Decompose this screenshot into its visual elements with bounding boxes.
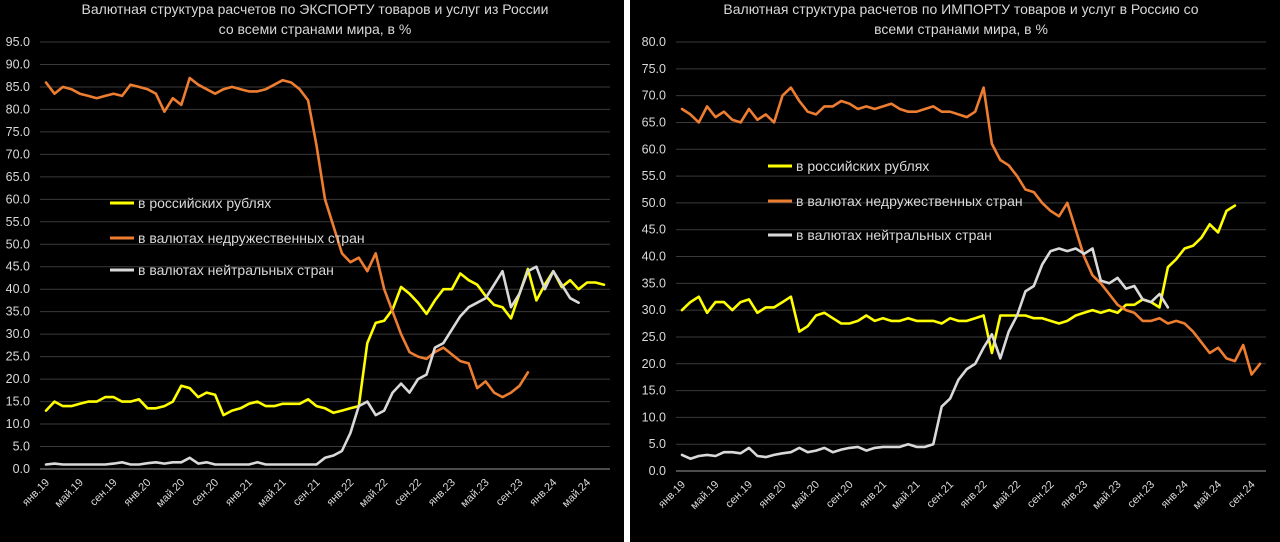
y-tick-label: 60.0: [6, 192, 30, 206]
x-tick-label: янв.23: [426, 477, 458, 509]
y-tick-label: 35.0: [6, 305, 30, 319]
y-tick-label: 25.0: [642, 330, 666, 344]
series-line: [680, 247, 1170, 461]
legend-label: в российских рублях: [138, 195, 271, 211]
x-tick-label: май.23: [1090, 479, 1123, 512]
panel-divider: [624, 0, 630, 542]
legend-label: в валютах нейтральных стран: [138, 262, 334, 278]
x-tick-label: янв.19: [656, 479, 688, 511]
y-tick-label: 35.0: [642, 276, 666, 290]
x-tick-label: май.20: [789, 479, 822, 512]
x-tick-label: янв.20: [122, 477, 154, 509]
export-chart: Валютная структура расчетов по ЭКСПОРТУ …: [6, 1, 610, 510]
y-tick-label: 0.0: [649, 464, 666, 478]
x-tick-label: янв.21: [857, 479, 889, 511]
y-tick-label: 15.0: [642, 384, 666, 398]
y-tick-label: 5.0: [649, 437, 666, 451]
y-tick-label: 60.0: [642, 142, 666, 156]
x-tick-label: сен.24: [1226, 479, 1258, 511]
y-tick-label: 15.0: [6, 395, 30, 409]
y-tick-label: 65.0: [642, 115, 666, 129]
x-tick-label: янв.24: [1159, 479, 1191, 511]
x-tick-label: сен.21: [924, 479, 956, 511]
x-tick-label: май.24: [560, 477, 593, 510]
x-tick-label: май.21: [256, 477, 289, 510]
x-tick-label: янв.24: [527, 477, 559, 509]
x-tick-label: сен.19: [88, 477, 120, 509]
x-tick-label: янв.20: [757, 479, 789, 511]
y-tick-label: 0.0: [13, 462, 30, 476]
x-tick-label: сен.20: [189, 477, 221, 509]
legend-label: в валютах недружественных стран: [138, 230, 365, 246]
y-tick-label: 70.0: [6, 147, 30, 161]
series-line: [44, 265, 580, 466]
y-tick-label: 10.0: [642, 410, 666, 424]
x-tick-label: сен.20: [824, 479, 856, 511]
series-line: [680, 86, 1262, 376]
chart-title-line: Валютная структура расчетов по ЭКСПОРТУ …: [82, 1, 549, 17]
x-tick-label: янв.23: [1058, 479, 1090, 511]
y-tick-label: 45.0: [6, 260, 30, 274]
chart-title-line: со всеми странами мира, в %: [219, 21, 412, 37]
y-tick-label: 20.0: [6, 372, 30, 386]
x-tick-label: май.22: [990, 479, 1023, 512]
y-tick-label: 50.0: [6, 237, 30, 251]
y-tick-label: 50.0: [642, 196, 666, 210]
x-tick-label: май.23: [458, 477, 491, 510]
x-tick-label: май.20: [154, 477, 187, 510]
x-tick-label: май.24: [1191, 479, 1224, 512]
y-tick-label: 20.0: [642, 357, 666, 371]
y-tick-label: 70.0: [642, 89, 666, 103]
y-tick-label: 80.0: [642, 35, 666, 49]
y-tick-label: 85.0: [6, 80, 30, 94]
import-chart: Валютная структура расчетов по ИМПОРТУ т…: [642, 1, 1266, 512]
x-tick-label: май.22: [357, 477, 390, 510]
chart-title-line: Валютная структура расчетов по ИМПОРТУ т…: [723, 1, 1198, 17]
x-tick-label: сен.19: [723, 479, 755, 511]
y-tick-label: 75.0: [6, 125, 30, 139]
y-tick-label: 55.0: [6, 215, 30, 229]
y-tick-label: 10.0: [6, 417, 30, 431]
x-tick-label: янв.21: [223, 477, 255, 509]
x-tick-label: май.21: [889, 479, 922, 512]
chart-title-line: всеми странами мира, в %: [874, 21, 1048, 37]
export-chart-panel: Валютная структура расчетов по ЭКСПОРТУ …: [0, 0, 624, 542]
x-tick-label: сен.22: [392, 477, 424, 509]
import-chart-panel: Валютная структура расчетов по ИМПОРТУ т…: [630, 0, 1280, 542]
y-tick-label: 95.0: [6, 35, 30, 49]
y-tick-label: 30.0: [6, 327, 30, 341]
y-tick-label: 80.0: [6, 102, 30, 116]
y-tick-label: 45.0: [642, 223, 666, 237]
y-tick-label: 25.0: [6, 350, 30, 364]
y-tick-label: 40.0: [6, 282, 30, 296]
x-tick-label: сен.23: [1125, 479, 1157, 511]
y-tick-label: 40.0: [642, 250, 666, 264]
y-tick-label: 5.0: [13, 440, 30, 454]
x-tick-label: янв.22: [325, 477, 357, 509]
x-tick-label: сен.23: [494, 477, 526, 509]
y-tick-label: 55.0: [642, 169, 666, 183]
x-tick-label: янв.19: [20, 477, 52, 509]
y-tick-label: 30.0: [642, 303, 666, 317]
x-tick-label: май.19: [688, 479, 721, 512]
x-tick-label: сен.22: [1025, 479, 1057, 511]
y-tick-label: 75.0: [642, 62, 666, 76]
legend-label: в российских рублях: [796, 158, 929, 174]
legend-label: в валютах недружественных стран: [796, 193, 1023, 209]
legend-label: в валютах нейтральных стран: [796, 227, 992, 243]
x-tick-label: янв.22: [958, 479, 990, 511]
y-tick-label: 65.0: [6, 170, 30, 184]
x-tick-label: сен.21: [291, 477, 323, 509]
series-line: [44, 267, 606, 417]
x-tick-label: май.19: [53, 477, 86, 510]
series-line: [44, 76, 530, 399]
y-tick-label: 90.0: [6, 57, 30, 71]
